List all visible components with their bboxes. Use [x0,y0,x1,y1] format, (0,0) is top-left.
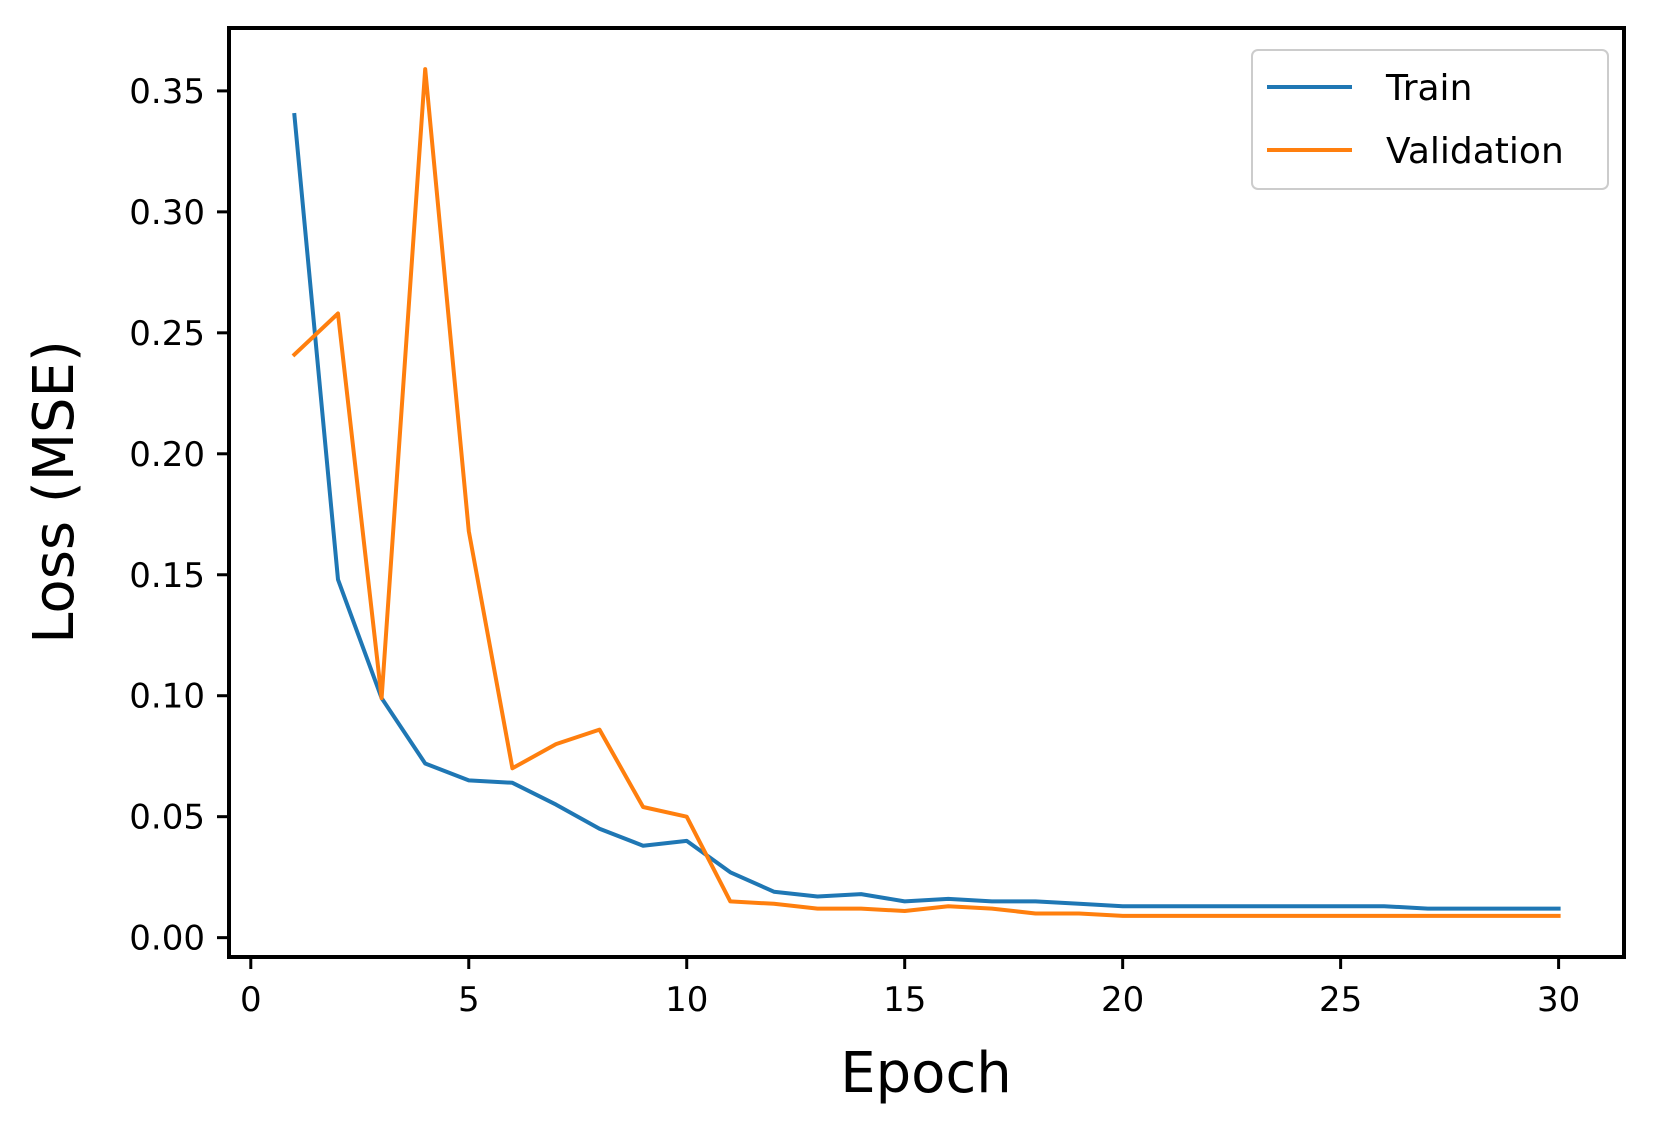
y-tick-label: 0.20 [129,435,205,475]
y-tick-label: 0.00 [129,919,205,959]
y-tick-label: 0.35 [129,72,205,112]
x-tick-label: 20 [1101,980,1144,1020]
y-tick-label: 0.15 [129,556,205,596]
series-line-train [292,112,1561,911]
x-tick-label: 15 [883,980,926,1020]
y-tick-label: 0.30 [129,193,205,233]
y-tick-label: 0.10 [129,677,205,717]
legend-label-validation: Validation [1386,131,1564,172]
x-tick-label: 0 [240,980,262,1020]
x-axis-title: Epoch [840,1041,1011,1106]
legend: Train Validation [1251,49,1609,190]
y-tick-label: 0.05 [129,798,205,838]
x-tick-label: 25 [1319,980,1362,1020]
x-tick-label: 5 [458,980,480,1020]
legend-label-train: Train [1385,68,1472,109]
x-tick-label: 10 [665,980,708,1020]
series-line-validation [291,67,1561,918]
plot-frame [227,26,1626,959]
legend-box [1251,49,1609,190]
x-tick-label: 30 [1537,980,1580,1020]
series-lines [291,67,1561,918]
axis-ticks: 0 5 10 15 20 25 30 0.00 0.05 0.10 0.15 0.20 0.25 0.30… [129,72,1580,1020]
y-tick-label: 0.25 [129,314,205,354]
y-axis-title: Loss (MSE) [22,340,87,644]
